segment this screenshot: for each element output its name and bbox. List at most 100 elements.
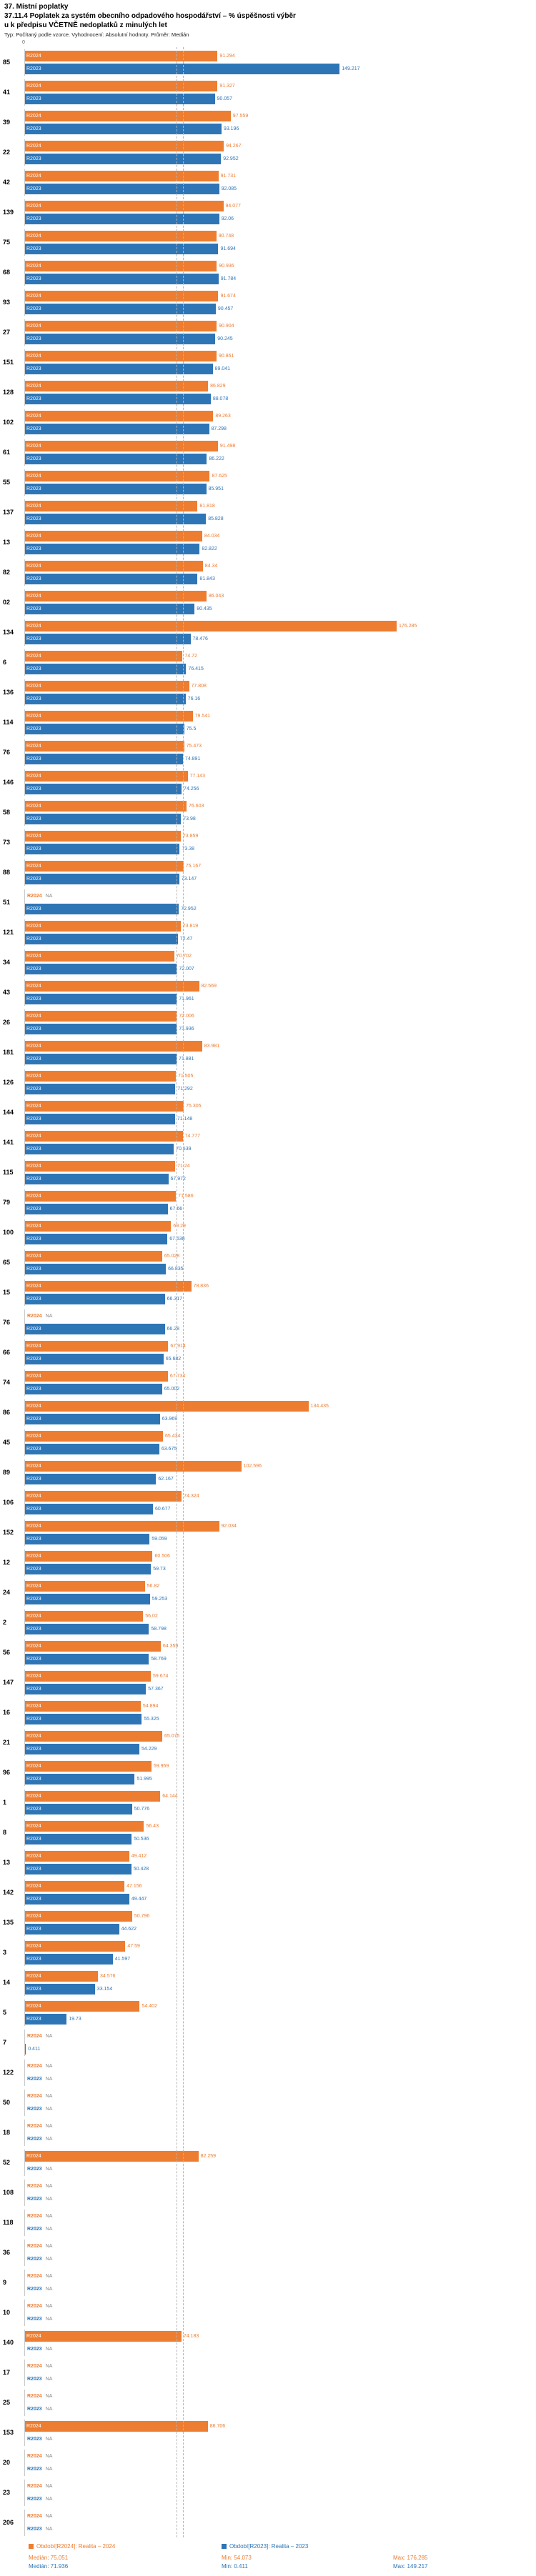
bar-r2024[interactable]: R2024 [25, 1790, 161, 1802]
bar-r2024[interactable]: R2024 [25, 1340, 169, 1352]
bar-r2023[interactable]: R2023 [25, 483, 207, 494]
bar-r2024[interactable]: R2024 [25, 170, 219, 181]
bar-r2023[interactable]: R2023 [25, 843, 180, 854]
bar-r2024[interactable]: R2024 [25, 1820, 144, 1832]
bar-r2024[interactable]: R2024 [25, 1490, 182, 1502]
bar-r2023[interactable]: R2023 [25, 753, 183, 764]
bar-r2024[interactable]: R2024 [25, 620, 397, 631]
bar-r2023[interactable]: R2023 [25, 1143, 174, 1154]
bar-r2023[interactable]: R2023 [25, 273, 219, 284]
bar-r2024[interactable]: R2024 [25, 1160, 176, 1172]
bar-r2023[interactable]: R2023 [25, 333, 216, 344]
bar-r2023[interactable]: R2023 [25, 1863, 131, 1874]
bar-r2023[interactable]: R2023 [25, 543, 200, 554]
bar-r2024[interactable]: R2024 [25, 1850, 129, 1862]
bar-r2024[interactable]: R2024 [25, 1370, 168, 1382]
bar-r2023[interactable]: R2023 [25, 423, 209, 434]
bar-r2024[interactable]: R2024 [25, 2420, 208, 2432]
bar-r2023[interactable]: R2023 [25, 363, 213, 374]
bar-r2024[interactable]: R2024 [25, 50, 218, 61]
bar-r2024[interactable]: R2024 [25, 650, 183, 662]
bar-r2023[interactable]: R2023 [25, 1113, 175, 1124]
bar-r2023[interactable]: R2023 [25, 633, 191, 644]
bar-r2023[interactable]: R2023 [25, 1233, 168, 1244]
bar-r2023[interactable]: R2023 [25, 1353, 164, 1364]
bar-r2024[interactable]: R2024 [25, 2150, 199, 2162]
bar-r2024[interactable]: R2024 [25, 1700, 141, 1712]
bar-r2024[interactable]: R2024 [25, 1910, 132, 1922]
bar-r2023[interactable]: R2023 [25, 903, 179, 914]
bar-r2024[interactable]: R2024 [25, 230, 217, 241]
bar-r2024[interactable]: R2024 [25, 500, 198, 511]
bar-r2023[interactable]: R2023 [25, 63, 340, 74]
bar-r2023[interactable]: R2023 [25, 2013, 67, 2025]
bar-r2023[interactable]: R2023 [25, 513, 207, 524]
bar-r2023[interactable]: R2023 [25, 1953, 113, 1965]
bar-r2024[interactable]: R2024 [25, 710, 193, 722]
bar-r2024[interactable]: R2024 [25, 740, 184, 752]
bar-r2023[interactable]: R2023 [25, 1623, 149, 1634]
bar-r2024[interactable]: R2024 [25, 530, 202, 541]
bar-r2023[interactable]: R2023 [25, 1713, 142, 1724]
bar-r2024[interactable]: R2024 [25, 1940, 126, 1952]
bar-r2024[interactable]: R2024 [25, 1400, 309, 1412]
bar-r2023[interactable]: R2023 [25, 813, 182, 824]
bar-r2024[interactable]: R2024 [25, 200, 224, 211]
bar-r2023[interactable]: R2023 [25, 1203, 168, 1214]
bar-r2023[interactable]: R2023 [25, 153, 222, 164]
bar-r2024[interactable]: R2024 [25, 950, 174, 962]
bar-r2024[interactable]: R2024 [25, 1730, 162, 1742]
bar-r2024[interactable]: R2024 [25, 260, 217, 271]
bar-r2023[interactable]: R2023 [25, 1023, 177, 1034]
bar-r2023[interactable]: R2023 [25, 123, 222, 134]
bar-r2023[interactable]: R2023 [25, 213, 219, 224]
bar-r2023[interactable]: R2023 [25, 243, 219, 254]
bar-r2024[interactable]: R2024 [25, 680, 189, 692]
bar-r2024[interactable]: R2024 [25, 770, 188, 782]
bar-r2023[interactable]: R2023 [25, 1653, 149, 1664]
bar-r2023[interactable]: R2023 [25, 1803, 132, 1814]
bar-r2024[interactable]: R2024 [25, 1190, 177, 1202]
bar-r2024[interactable]: R2024 [25, 1430, 164, 1442]
bar-r2023[interactable]: R2023 [25, 873, 179, 884]
bar-r2023[interactable]: R2023 [25, 783, 182, 794]
bar-r2024[interactable]: R2024 [25, 1100, 184, 1112]
bar-r2024[interactable]: R2024 [25, 80, 218, 91]
legend-item-r2023[interactable]: Období[R2023]: Realita – 2023 [222, 2543, 393, 2550]
bar-r2023[interactable]: R2023 [25, 1083, 176, 1094]
bar-r2023[interactable]: R2023 [25, 1413, 160, 1424]
bar-r2024[interactable]: R2024 [25, 320, 217, 331]
bar-r2024[interactable]: R2024 [25, 2330, 182, 2342]
bar-r2024[interactable]: R2024 [25, 800, 187, 812]
bar-r2023[interactable]: R2023 [25, 93, 215, 104]
bar-r2024[interactable]: R2024 [25, 2000, 140, 2012]
bar-r2024[interactable]: R2024 [25, 440, 218, 451]
bar-r2023[interactable]: R2023 [25, 723, 184, 734]
bar-r2023[interactable]: R2023 [25, 1743, 139, 1754]
bar-r2023[interactable]: R2023 [25, 1293, 165, 1304]
bar-r2024[interactable]: R2024 [25, 290, 219, 301]
bar-r2024[interactable]: R2024 [25, 470, 210, 481]
bar-r2024[interactable]: R2024 [25, 140, 224, 151]
bar-r2024[interactable]: R2024 [25, 380, 209, 391]
bar-r2024[interactable]: R2024 [25, 110, 231, 121]
bar-r2024[interactable]: R2024 [25, 860, 184, 872]
bar-r2023[interactable]: R2023 [25, 1923, 119, 1935]
bar-r2023[interactable]: R2023 [25, 663, 187, 674]
bar-r2024[interactable]: R2024 [25, 1040, 202, 1052]
bar-r2024[interactable]: R2024 [25, 1550, 153, 1562]
bar-r2023[interactable]: R2023 [25, 693, 186, 704]
bar-r2023[interactable]: R2023 [25, 1503, 153, 1514]
bar-r2023[interactable]: R2023 [25, 963, 177, 974]
bar-r2024[interactable]: R2024 [25, 1880, 125, 1892]
bar-r2024[interactable]: R2024 [25, 1760, 152, 1772]
bar-r2023[interactable]: R2023 [25, 1893, 129, 1904]
bar-r2023[interactable]: R2023 [25, 603, 195, 614]
bar-r2024[interactable]: R2024 [25, 1610, 144, 1622]
bar-r2023[interactable]: R2023 [25, 933, 178, 944]
bar-r2023[interactable]: R2023 [25, 1263, 167, 1274]
bar-r2023[interactable]: R2023 [25, 1323, 165, 1334]
bar-r2024[interactable]: R2024 [25, 1520, 219, 1532]
bar-r2023[interactable]: R2023 [25, 1833, 132, 1844]
bar-r2024[interactable]: R2024 [25, 830, 181, 842]
